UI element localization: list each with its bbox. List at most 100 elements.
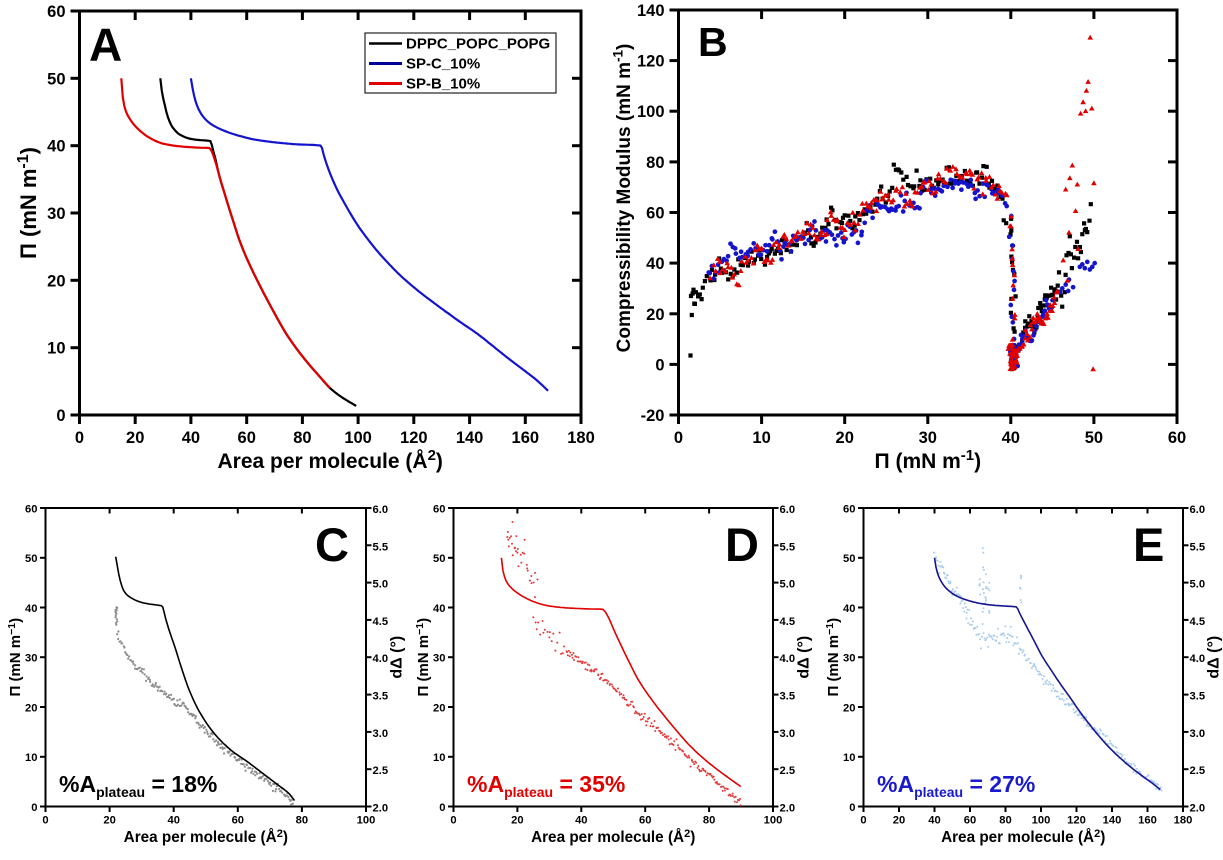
svg-text:0: 0 [31, 802, 37, 814]
svg-text:30: 30 [843, 653, 855, 665]
svg-text:2.0: 2.0 [1190, 803, 1206, 815]
svg-text:100: 100 [1032, 814, 1051, 826]
svg-text:10: 10 [433, 752, 445, 764]
svg-text:100: 100 [344, 429, 372, 447]
svg-text:20: 20 [646, 306, 664, 324]
svg-text:80: 80 [646, 154, 664, 172]
svg-text:40: 40 [182, 429, 200, 447]
svg-text:0: 0 [75, 429, 84, 447]
svg-text:80: 80 [296, 814, 308, 826]
svg-text:160: 160 [1138, 814, 1157, 826]
svg-text:5.5: 5.5 [373, 541, 389, 553]
svg-text:B: B [698, 19, 728, 65]
svg-text:40: 40 [928, 814, 940, 826]
svg-text:100: 100 [637, 103, 665, 121]
svg-text:2.0: 2.0 [373, 803, 389, 815]
svg-text:40: 40 [167, 814, 179, 826]
svg-text:180: 180 [1174, 814, 1193, 826]
svg-text:SP-B_10%: SP-B_10% [406, 76, 480, 93]
svg-text:0: 0 [439, 802, 445, 814]
svg-text:20: 20 [843, 702, 855, 714]
svg-text:60: 60 [1168, 429, 1186, 447]
svg-text:10: 10 [752, 429, 770, 447]
svg-text:140: 140 [637, 2, 665, 20]
svg-text:30: 30 [919, 429, 937, 447]
svg-text:10: 10 [25, 752, 37, 764]
svg-text:80: 80 [999, 814, 1011, 826]
svg-text:100: 100 [357, 814, 376, 826]
svg-text:20: 20 [25, 702, 37, 714]
svg-text:E: E [1133, 518, 1164, 571]
svg-text:0: 0 [56, 407, 65, 425]
svg-text:40: 40 [843, 603, 855, 615]
svg-text:3.5: 3.5 [373, 691, 389, 703]
svg-text:2.0: 2.0 [780, 803, 796, 815]
svg-text:100: 100 [764, 814, 783, 826]
svg-text:40: 40 [433, 603, 445, 615]
svg-text:40: 40 [646, 255, 664, 273]
svg-text:40: 40 [1002, 429, 1020, 447]
svg-text:4.0: 4.0 [373, 653, 389, 665]
svg-text:10: 10 [843, 752, 855, 764]
svg-text:3.5: 3.5 [780, 691, 796, 703]
svg-text:3.0: 3.0 [373, 728, 389, 740]
svg-text:A: A [89, 19, 122, 71]
svg-text:50: 50 [47, 70, 65, 88]
svg-text:6.0: 6.0 [373, 504, 389, 516]
svg-text:5.0: 5.0 [1190, 579, 1206, 591]
svg-text:140: 140 [456, 429, 484, 447]
svg-text:30: 30 [47, 205, 65, 223]
svg-text:120: 120 [637, 53, 665, 71]
svg-text:3.0: 3.0 [780, 728, 796, 740]
svg-text:Area per molecule (Å2): Area per molecule (Å2) [124, 828, 288, 846]
svg-text:0: 0 [450, 814, 456, 826]
svg-text:60: 60 [47, 3, 65, 21]
svg-text:50: 50 [843, 553, 855, 565]
svg-text:20: 20 [836, 429, 854, 447]
svg-text:60: 60 [25, 503, 37, 515]
svg-text:120: 120 [400, 429, 428, 447]
svg-text:6.0: 6.0 [780, 504, 796, 516]
svg-text:5.5: 5.5 [1190, 541, 1206, 553]
svg-text:0: 0 [655, 356, 664, 374]
svg-text:40: 40 [25, 603, 37, 615]
svg-text:0: 0 [849, 802, 855, 814]
svg-text:30: 30 [433, 653, 445, 665]
svg-text:3.0: 3.0 [1190, 728, 1206, 740]
svg-text:160: 160 [512, 429, 540, 447]
svg-text:2.5: 2.5 [1190, 765, 1206, 777]
svg-text:20: 20 [893, 814, 905, 826]
svg-text:5.0: 5.0 [780, 579, 796, 591]
svg-text:5.0: 5.0 [373, 579, 389, 591]
svg-text:20: 20 [433, 702, 445, 714]
svg-text:0: 0 [674, 429, 683, 447]
svg-text:60: 60 [433, 503, 445, 515]
svg-text:50: 50 [25, 553, 37, 565]
svg-text:60: 60 [639, 814, 651, 826]
svg-text:60: 60 [232, 814, 244, 826]
svg-text:3.5: 3.5 [1190, 691, 1206, 703]
svg-text:20: 20 [103, 814, 115, 826]
svg-text:180: 180 [567, 429, 595, 447]
svg-text:20: 20 [126, 429, 144, 447]
svg-text:80: 80 [293, 429, 311, 447]
svg-text:140: 140 [1103, 814, 1122, 826]
svg-text:60: 60 [964, 814, 976, 826]
svg-text:4.5: 4.5 [1190, 616, 1206, 628]
svg-text:0: 0 [42, 814, 48, 826]
svg-text:DPPC_POPC_POPG: DPPC_POPC_POPG [406, 36, 550, 53]
svg-text:0: 0 [860, 814, 866, 826]
svg-text:120: 120 [1067, 814, 1086, 826]
svg-text:Π (mN m−1): Π (mN m−1) [6, 618, 24, 697]
svg-text:4.5: 4.5 [373, 616, 389, 628]
svg-text:Compressibility Modulus (mN m-: Compressibility Modulus (mN m-1) [611, 44, 636, 353]
svg-text:Π (mN m−1): Π (mN m−1) [414, 618, 432, 697]
svg-text:Π (mN m−1): Π (mN m−1) [824, 618, 842, 697]
svg-text:5.5: 5.5 [780, 541, 796, 553]
svg-text:50: 50 [1085, 429, 1103, 447]
svg-text:20: 20 [47, 272, 65, 290]
svg-text:-20: -20 [641, 407, 665, 425]
svg-text:40: 40 [575, 814, 587, 826]
svg-text:50: 50 [433, 553, 445, 565]
svg-text:D: D [725, 518, 759, 571]
